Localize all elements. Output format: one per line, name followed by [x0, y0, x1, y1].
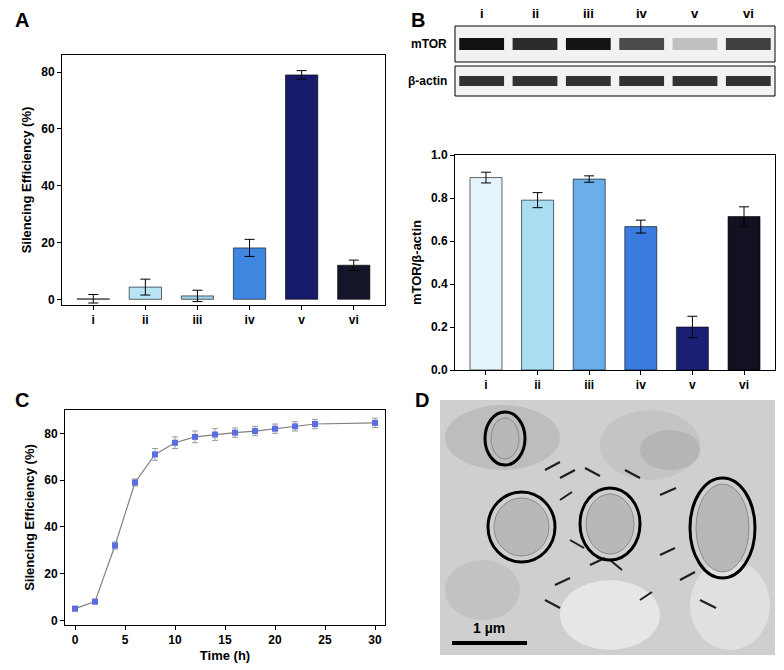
- svg-text:mTOR/β-actin: mTOR/β-actin: [409, 220, 424, 305]
- svg-text:ii: ii: [534, 378, 541, 392]
- svg-text:vi: vi: [349, 313, 359, 327]
- svg-text:25: 25: [318, 633, 332, 647]
- svg-text:40: 40: [44, 520, 58, 534]
- svg-text:iv: iv: [636, 6, 648, 21]
- svg-text:20: 20: [41, 236, 55, 250]
- svg-text:Silencing Efficiency (%): Silencing Efficiency (%): [19, 107, 34, 254]
- svg-text:v: v: [689, 378, 696, 392]
- svg-text:mTOR: mTOR: [411, 37, 447, 51]
- svg-text:i: i: [92, 313, 95, 327]
- svg-text:D: D: [415, 389, 429, 411]
- svg-text:0.2: 0.2: [431, 320, 448, 334]
- svg-text:0: 0: [48, 293, 55, 307]
- svg-text:ii: ii: [142, 313, 149, 327]
- svg-text:15: 15: [218, 633, 232, 647]
- svg-text:i: i: [484, 378, 487, 392]
- svg-text:80: 80: [44, 427, 58, 441]
- svg-text:vi: vi: [739, 378, 749, 392]
- svg-text:0.8: 0.8: [431, 191, 448, 205]
- svg-text:iv: iv: [636, 378, 646, 392]
- svg-text:Time (h): Time (h): [200, 648, 250, 663]
- svg-text:Silencing Efficiency (%): Silencing Efficiency (%): [22, 444, 37, 591]
- svg-text:vi: vi: [743, 6, 754, 21]
- svg-text:iii: iii: [584, 378, 594, 392]
- svg-text:30: 30: [368, 633, 382, 647]
- svg-text:10: 10: [168, 633, 182, 647]
- svg-text:A: A: [15, 9, 29, 31]
- svg-text:5: 5: [122, 633, 129, 647]
- svg-text:0: 0: [72, 633, 79, 647]
- svg-text:60: 60: [41, 122, 55, 136]
- svg-text:0.4: 0.4: [431, 277, 448, 291]
- svg-text:v: v: [691, 6, 699, 21]
- svg-text:0.6: 0.6: [431, 234, 448, 248]
- svg-text:β-actin: β-actin: [408, 74, 447, 88]
- svg-text:iii: iii: [583, 6, 594, 21]
- svg-text:i: i: [480, 6, 484, 21]
- svg-text:80: 80: [41, 65, 55, 79]
- svg-text:v: v: [298, 313, 305, 327]
- svg-text:1 µm: 1 µm: [473, 620, 505, 636]
- svg-text:iv: iv: [245, 313, 255, 327]
- svg-text:0.0: 0.0: [431, 363, 448, 377]
- svg-text:40: 40: [41, 179, 55, 193]
- svg-text:B: B: [411, 9, 425, 31]
- svg-text:20: 20: [44, 567, 58, 581]
- svg-text:C: C: [15, 389, 29, 411]
- svg-text:20: 20: [268, 633, 282, 647]
- svg-text:iii: iii: [192, 313, 202, 327]
- svg-text:ii: ii: [532, 6, 539, 21]
- svg-text:1.0: 1.0: [431, 148, 448, 162]
- svg-text:60: 60: [44, 473, 58, 487]
- svg-text:0: 0: [51, 614, 58, 628]
